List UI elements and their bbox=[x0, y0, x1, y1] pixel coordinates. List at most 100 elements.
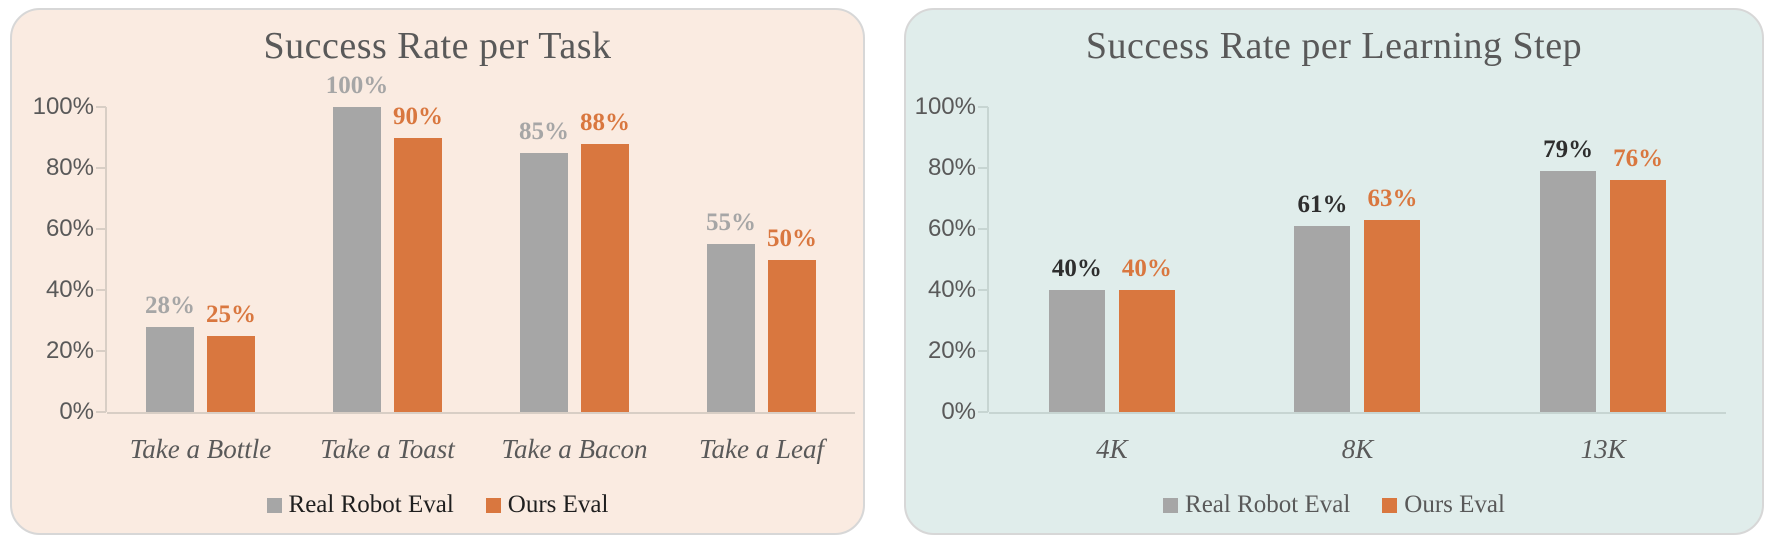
bar-ours-eval bbox=[207, 335, 255, 412]
bar-group: 79% 76% bbox=[1540, 107, 1667, 412]
data-label: 85% bbox=[519, 117, 569, 145]
category-label: Take a Bottle bbox=[129, 434, 272, 464]
y-tick-mark bbox=[978, 411, 988, 413]
y-axis-line bbox=[105, 107, 107, 412]
bar-column: 79% bbox=[1540, 107, 1597, 412]
bar-ours-eval bbox=[394, 137, 442, 412]
data-label: 63% bbox=[1367, 184, 1418, 212]
y-tick-label: 100% bbox=[32, 93, 94, 120]
y-axis-labels: 0% 20% 40% 60% 80% 100% bbox=[906, 94, 976, 425]
y-tick-mark bbox=[96, 289, 106, 291]
bar-real-robot-eval bbox=[520, 152, 568, 412]
data-label: 28% bbox=[145, 291, 195, 319]
legend: Real Robot Eval Ours Eval bbox=[906, 491, 1762, 519]
legend-item: Real Robot Eval bbox=[266, 491, 454, 519]
bar-column: 100% bbox=[326, 73, 388, 412]
y-axis-line bbox=[987, 107, 989, 412]
y-tick-mark bbox=[96, 228, 106, 230]
bar-column: 55% bbox=[706, 107, 756, 412]
y-tick-label: 80% bbox=[45, 154, 94, 181]
bar-ours-eval bbox=[1610, 180, 1667, 412]
bar-column: 61% bbox=[1294, 107, 1351, 412]
y-tick-mark bbox=[978, 289, 988, 291]
legend-label: Ours Eval bbox=[507, 491, 609, 518]
bar-real-robot-eval bbox=[707, 244, 755, 412]
bar-ours-eval bbox=[1118, 290, 1175, 412]
data-label: 55% bbox=[706, 209, 756, 237]
data-label: 40% bbox=[1121, 255, 1172, 282]
bar-column: 50% bbox=[767, 107, 817, 412]
bar-ours-eval bbox=[581, 143, 629, 412]
bar-groups: 40% 40% 61% 63% 79% 76% bbox=[989, 107, 1726, 412]
category-label: Take a Leaf bbox=[698, 434, 824, 464]
legend-swatch bbox=[1163, 497, 1179, 513]
legend-item: Ours Eval bbox=[485, 491, 609, 519]
y-tick-label: 40% bbox=[45, 276, 94, 303]
y-tick-mark bbox=[96, 106, 106, 108]
legend-label: Real Robot Eval bbox=[1185, 491, 1351, 518]
bar-column: 88% bbox=[580, 107, 630, 412]
y-tick-mark bbox=[96, 411, 106, 413]
bar-group: 40% 40% bbox=[1048, 107, 1175, 412]
bar-group: 28% 25% bbox=[145, 107, 256, 412]
data-label: 40% bbox=[1051, 255, 1102, 282]
y-tick-label: 100% bbox=[914, 93, 976, 120]
category-label: Take a Toast bbox=[320, 434, 455, 464]
category-label: 4K bbox=[1096, 434, 1128, 464]
data-label: 61% bbox=[1297, 190, 1348, 218]
y-tick-label: 20% bbox=[927, 337, 976, 364]
y-tick-label: 0% bbox=[941, 398, 976, 425]
bar-column: 63% bbox=[1364, 107, 1421, 412]
bar-column: 25% bbox=[206, 107, 256, 412]
y-tick-mark bbox=[978, 106, 988, 108]
chart-card-success-rate-per-learning-step: Success Rate per Learning Step 0% 20% 40% 6… bbox=[904, 8, 1764, 535]
chart-title: Success Rate per Learning Step bbox=[1085, 25, 1583, 67]
y-tick-label: 20% bbox=[45, 337, 94, 364]
legend: Real Robot Eval Ours Eval bbox=[12, 491, 863, 519]
bar-groups: 28% 25% 100% 90% 85% 88% 55% 50% bbox=[107, 73, 855, 412]
legend-swatch bbox=[266, 497, 282, 513]
category-label: 13K bbox=[1580, 434, 1626, 464]
data-label: 76% bbox=[1613, 145, 1664, 173]
data-label: 25% bbox=[206, 300, 256, 328]
legend-label: Ours Eval bbox=[1404, 491, 1505, 518]
bar-column: 28% bbox=[145, 107, 195, 412]
legend-label: Real Robot Eval bbox=[288, 491, 454, 518]
legend-swatch bbox=[1382, 497, 1398, 513]
data-label: 90% bbox=[393, 102, 443, 130]
plot-area: 40% 40% 61% 63% 79% 76% bbox=[978, 106, 1726, 414]
legend-item: Real Robot Eval bbox=[1163, 491, 1350, 519]
bar-real-robot-eval bbox=[1048, 290, 1105, 412]
bar-column: 40% bbox=[1048, 107, 1105, 412]
data-label: 79% bbox=[1543, 136, 1594, 164]
bar-group: 55% 50% bbox=[706, 107, 817, 412]
bar-real-robot-eval bbox=[146, 326, 194, 412]
y-tick-label: 80% bbox=[927, 154, 976, 181]
bar-column: 85% bbox=[519, 107, 569, 412]
y-tick-mark bbox=[96, 350, 106, 352]
category-axis: Take a Bottle Take a Toast Take a Bacon Tak… bbox=[107, 434, 855, 465]
y-tick-label: 60% bbox=[45, 215, 94, 242]
category-axis: 4K 8K 13K bbox=[989, 434, 1726, 465]
chart-title: Success Rate per Task bbox=[263, 25, 612, 67]
category-label: 8K bbox=[1341, 434, 1374, 464]
y-tick-mark bbox=[96, 167, 106, 169]
plot-area: 28% 25% 100% 90% 85% 88% 55% 50% bbox=[96, 73, 855, 414]
bar-ours-eval bbox=[1364, 219, 1421, 412]
bar-group: 61% 63% bbox=[1294, 107, 1421, 412]
bar-group: 85% 88% bbox=[519, 107, 630, 412]
bar-column: 90% bbox=[393, 102, 443, 412]
bar-real-robot-eval bbox=[333, 107, 381, 412]
data-label: 50% bbox=[767, 224, 817, 252]
bar-column: 76% bbox=[1610, 107, 1667, 412]
y-tick-mark bbox=[978, 350, 988, 352]
y-tick-label: 0% bbox=[59, 398, 94, 425]
legend-swatch bbox=[485, 497, 501, 513]
data-label: 88% bbox=[580, 108, 630, 136]
y-axis-labels: 0% 20% 40% 60% 80% 100% bbox=[12, 94, 94, 425]
y-tick-mark bbox=[978, 167, 988, 169]
legend-item: Ours Eval bbox=[1382, 491, 1505, 519]
y-tick-label: 60% bbox=[927, 215, 976, 242]
bar-ours-eval bbox=[768, 259, 816, 412]
bar-column: 40% bbox=[1118, 107, 1175, 412]
